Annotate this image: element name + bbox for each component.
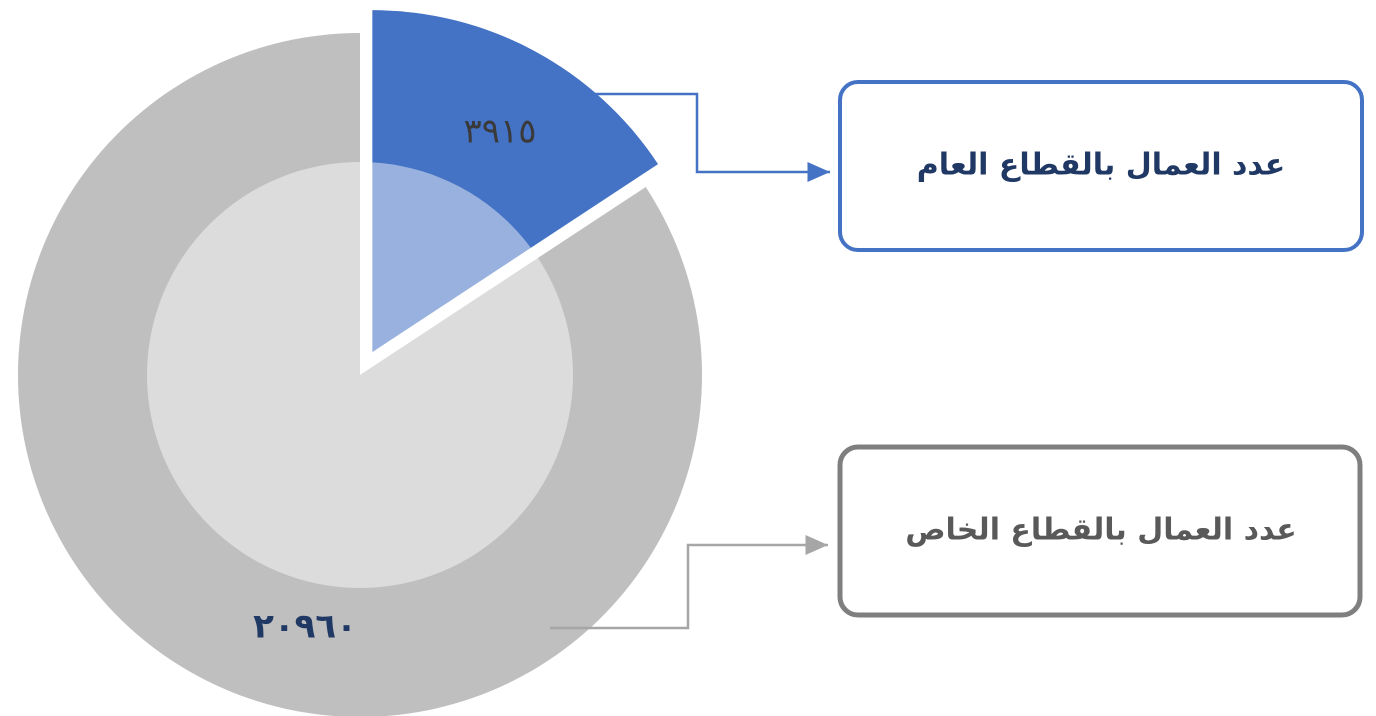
pie-slice — [18, 33, 703, 716]
legend-label: عدد العمال بالقطاع العام — [917, 148, 1286, 183]
inner-circle — [147, 162, 573, 588]
pie — [18, 10, 703, 716]
connector — [560, 92, 830, 182]
legend-label: عدد العمال بالقطاع الخاص — [905, 513, 1297, 548]
pie-slice — [372, 10, 659, 353]
data-label: ٢٠٩٦٠ — [253, 607, 357, 647]
callout-box — [838, 80, 1364, 252]
connector — [550, 535, 828, 630]
callout-box — [837, 444, 1363, 618]
data-label: ٣٩١٥ — [463, 112, 536, 152]
